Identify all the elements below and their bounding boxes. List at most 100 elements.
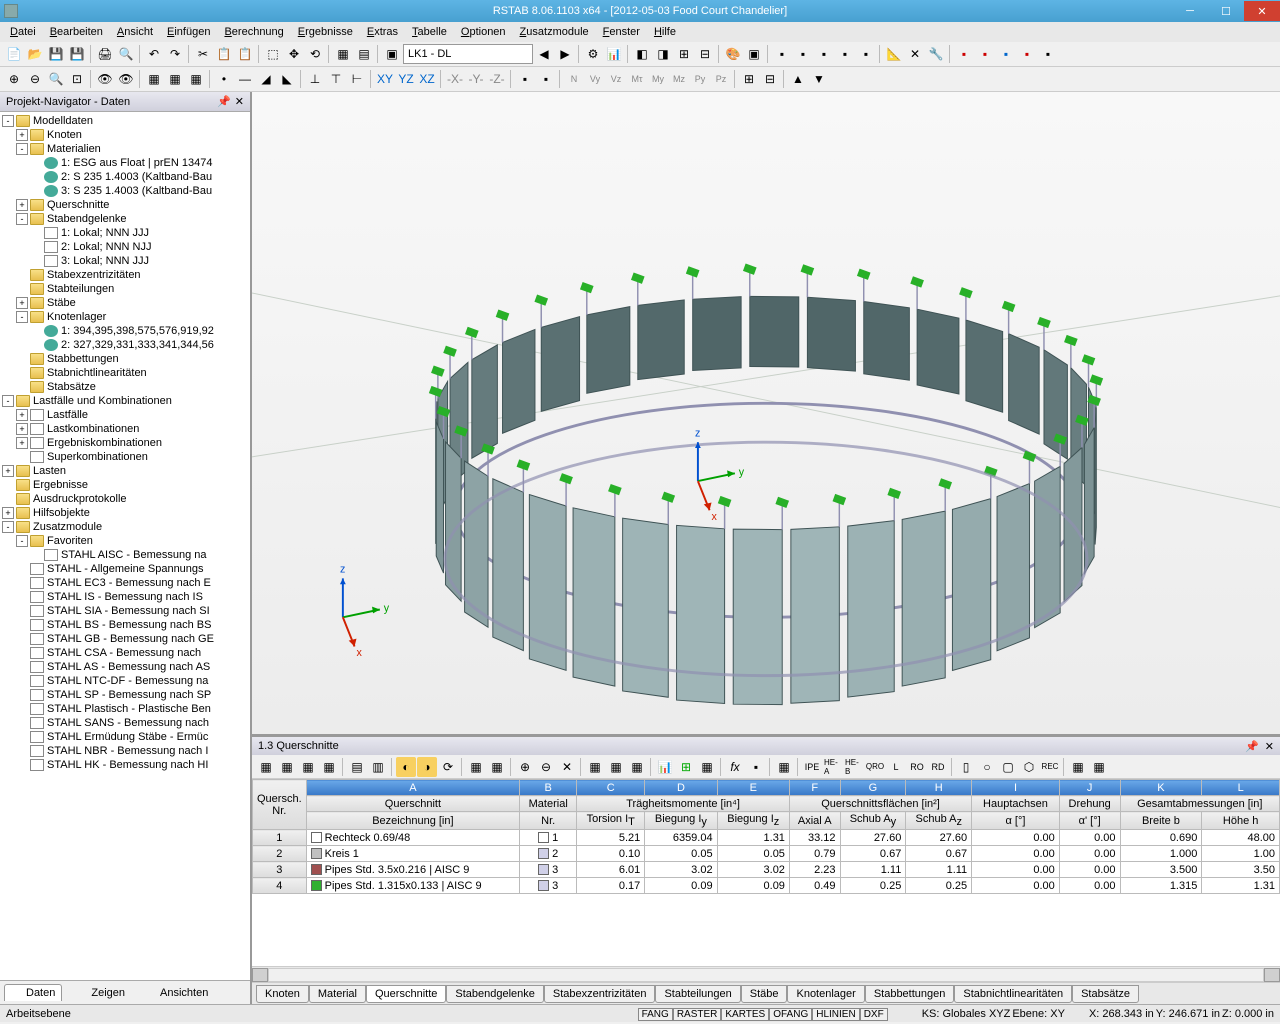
table-tab-stabbettungen[interactable]: Stabbettungen	[865, 985, 955, 1003]
tree-item[interactable]: Ausdruckprotokolle	[2, 492, 248, 506]
open-icon[interactable]: 📂	[25, 44, 45, 64]
tree-item[interactable]: STAHL CSA - Bemessung nach	[2, 646, 248, 660]
t2n-icon[interactable]: ⊥	[305, 69, 325, 89]
tree-toggle-icon[interactable]: -	[16, 143, 28, 155]
status-btn-fang[interactable]: FANG	[638, 1008, 673, 1021]
loadcase-icon[interactable]: ▣	[382, 44, 402, 64]
x2-icon[interactable]: ✕	[905, 44, 925, 64]
tree-item[interactable]: Stabnichtlinearitäten	[2, 366, 248, 380]
tree-item[interactable]: 1: Lokal; NNN JJJ	[2, 226, 248, 240]
grid-icon[interactable]: ▦	[333, 44, 353, 64]
tt11-icon[interactable]: ▦	[487, 757, 507, 777]
tt24-icon[interactable]: ▢	[998, 757, 1018, 777]
t2o-icon[interactable]: ⊤	[326, 69, 346, 89]
t2m-icon[interactable]: ◣	[277, 69, 297, 89]
tree-toggle-icon[interactable]: +	[16, 297, 28, 309]
menu-ansicht[interactable]: Ansicht	[111, 24, 159, 40]
tree-item[interactable]: -Favoriten	[2, 534, 248, 548]
tt16-icon[interactable]: ▦	[606, 757, 626, 777]
tree-item[interactable]: STAHL Plastisch - Plastische Ben	[2, 702, 248, 716]
tt2-icon[interactable]: ▦	[277, 757, 297, 777]
r3-icon[interactable]: ▪	[1017, 44, 1037, 64]
menu-einfügen[interactable]: Einfügen	[161, 24, 216, 40]
tree-item[interactable]: -Knotenlager	[2, 310, 248, 324]
py-label[interactable]: Py	[690, 69, 710, 89]
tree-item[interactable]: STAHL AS - Bemessung nach AS	[2, 660, 248, 674]
t2c-icon[interactable]: 🔍	[46, 69, 66, 89]
tree-item[interactable]: STAHL IS - Bemessung nach IS	[2, 590, 248, 604]
print-icon[interactable]: 🖨	[95, 44, 115, 64]
t2e-icon[interactable]: 👁	[95, 69, 115, 89]
tt-rec-icon[interactable]: REC	[1040, 757, 1060, 777]
vz-label[interactable]: Vz	[606, 69, 626, 89]
table-row[interactable]: 3Pipes Std. 3.5x0.216 | AISC 936.013.023…	[253, 862, 1280, 878]
status-btn-ofang[interactable]: OFANG	[769, 1008, 812, 1021]
table-tab-stabendgelenke[interactable]: Stabendgelenke	[446, 985, 544, 1003]
ax-y-icon[interactable]: -Y-	[466, 69, 486, 89]
menu-ergebnisse[interactable]: Ergebnisse	[292, 24, 359, 40]
loadcase-combo[interactable]: LK1 - DL	[403, 44, 533, 64]
menu-extras[interactable]: Extras	[361, 24, 404, 40]
r4-icon[interactable]: ▪	[1038, 44, 1058, 64]
tt-rd-icon[interactable]: RD	[928, 757, 948, 777]
tt10-icon[interactable]: ▦	[466, 757, 486, 777]
t4a-icon[interactable]: ⊞	[739, 69, 759, 89]
tt9-icon[interactable]: ⟳	[438, 757, 458, 777]
tt25-icon[interactable]: ⬡	[1019, 757, 1039, 777]
tt7-icon[interactable]: ◐	[396, 757, 416, 777]
tree-toggle-icon[interactable]: -	[2, 395, 14, 407]
ax-z-icon[interactable]: -Z-	[487, 69, 507, 89]
table-row[interactable]: 1Rechteck 0.69/4815.216359.041.3133.1227…	[253, 830, 1280, 846]
table-tab-stabteilungen[interactable]: Stabteilungen	[655, 985, 740, 1003]
m5-icon[interactable]: ▪	[856, 44, 876, 64]
nav-close-icon[interactable]: ✕	[235, 95, 244, 108]
my-label[interactable]: My	[648, 69, 668, 89]
tt22-icon[interactable]: ▯	[956, 757, 976, 777]
tree-toggle-icon[interactable]: +	[16, 437, 28, 449]
r1-icon[interactable]: ▪	[954, 44, 974, 64]
tree-item[interactable]: STAHL NTC-DF - Bemessung na	[2, 674, 248, 688]
menu-fenster[interactable]: Fenster	[597, 24, 646, 40]
tree-item[interactable]: +Hilfsobjekte	[2, 506, 248, 520]
tree-item[interactable]: +Querschnitte	[2, 198, 248, 212]
r2-icon[interactable]: ▪	[975, 44, 995, 64]
tree-item[interactable]: Ergebnisse	[2, 478, 248, 492]
mt-label[interactable]: Mτ	[627, 69, 647, 89]
mz-label[interactable]: Mz	[669, 69, 689, 89]
minimize-button[interactable]: ─	[1172, 1, 1208, 21]
tt-qro-icon[interactable]: QRO	[865, 757, 885, 777]
tree-item[interactable]: STAHL - Allgemeine Spannungs	[2, 562, 248, 576]
tt13-icon[interactable]: ⊖	[536, 757, 556, 777]
table-tab-knoten[interactable]: Knoten	[256, 985, 309, 1003]
tree-item[interactable]: -Stabendgelenke	[2, 212, 248, 226]
cut-icon[interactable]: ✂	[193, 44, 213, 64]
scroll-right-icon[interactable]	[1264, 968, 1280, 982]
tree-item[interactable]: 3: S 235 1.4003 (Kaltband-Bau	[2, 184, 248, 198]
tree-item[interactable]: +Knoten	[2, 128, 248, 142]
m3-icon[interactable]: ▪	[814, 44, 834, 64]
copy-icon[interactable]: 📋	[214, 44, 234, 64]
table-row[interactable]: 2Kreis 120.100.050.050.790.670.670.000.0…	[253, 846, 1280, 862]
tt15-icon[interactable]: ▦	[585, 757, 605, 777]
tt27-icon[interactable]: ▦	[1089, 757, 1109, 777]
n-label[interactable]: N	[564, 69, 584, 89]
m2-icon[interactable]: ▪	[793, 44, 813, 64]
tree-item[interactable]: 3: Lokal; NNN JJJ	[2, 254, 248, 268]
tt-fx-icon[interactable]: fx	[725, 757, 745, 777]
menu-zusatzmodule[interactable]: Zusatzmodule	[514, 24, 595, 40]
tt-ro-icon[interactable]: RO	[907, 757, 927, 777]
tree-toggle-icon[interactable]: -	[2, 115, 14, 127]
t2b-icon[interactable]: ⊖	[25, 69, 45, 89]
t2p-icon[interactable]: ⊢	[347, 69, 367, 89]
save-icon[interactable]: 💾	[46, 44, 66, 64]
xy-icon[interactable]: XY	[375, 69, 395, 89]
tt20-icon[interactable]: ▪	[746, 757, 766, 777]
view1-icon[interactable]: ◧	[632, 44, 652, 64]
t3b-icon[interactable]: ▪	[536, 69, 556, 89]
tree-toggle-icon[interactable]: +	[2, 507, 14, 519]
tree-toggle-icon[interactable]: +	[2, 465, 14, 477]
menu-berechnung[interactable]: Berechnung	[218, 24, 289, 40]
tree-item[interactable]: STAHL BS - Bemessung nach BS	[2, 618, 248, 632]
status-btn-hlinien[interactable]: HLINIEN	[812, 1008, 859, 1021]
t2f-icon[interactable]: 👁	[116, 69, 136, 89]
